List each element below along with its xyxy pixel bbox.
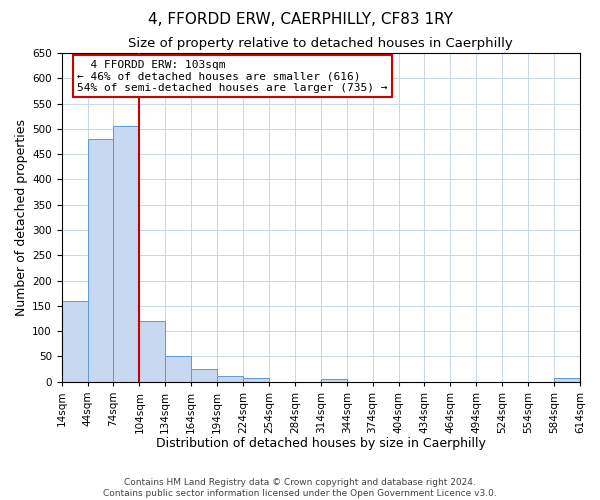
- Text: 4, FFORDD ERW, CAERPHILLY, CF83 1RY: 4, FFORDD ERW, CAERPHILLY, CF83 1RY: [148, 12, 452, 28]
- Text: Contains HM Land Registry data © Crown copyright and database right 2024.
Contai: Contains HM Land Registry data © Crown c…: [103, 478, 497, 498]
- Bar: [88, 139, 113, 382]
- Bar: [139, 321, 166, 382]
- Bar: [191, 369, 217, 382]
- X-axis label: Distribution of detached houses by size in Caerphilly: Distribution of detached houses by size …: [156, 437, 486, 450]
- Bar: [113, 126, 139, 382]
- Bar: [243, 378, 269, 382]
- Bar: [217, 376, 243, 382]
- Y-axis label: Number of detached properties: Number of detached properties: [15, 119, 28, 316]
- Bar: [166, 356, 191, 382]
- Bar: [554, 378, 580, 382]
- Title: Size of property relative to detached houses in Caerphilly: Size of property relative to detached ho…: [128, 38, 513, 51]
- Text: 4 FFORDD ERW: 103sqm  
← 46% of detached houses are smaller (616)
54% of semi-de: 4 FFORDD ERW: 103sqm ← 46% of detached h…: [77, 60, 388, 93]
- Bar: [62, 301, 88, 382]
- Bar: [321, 379, 347, 382]
